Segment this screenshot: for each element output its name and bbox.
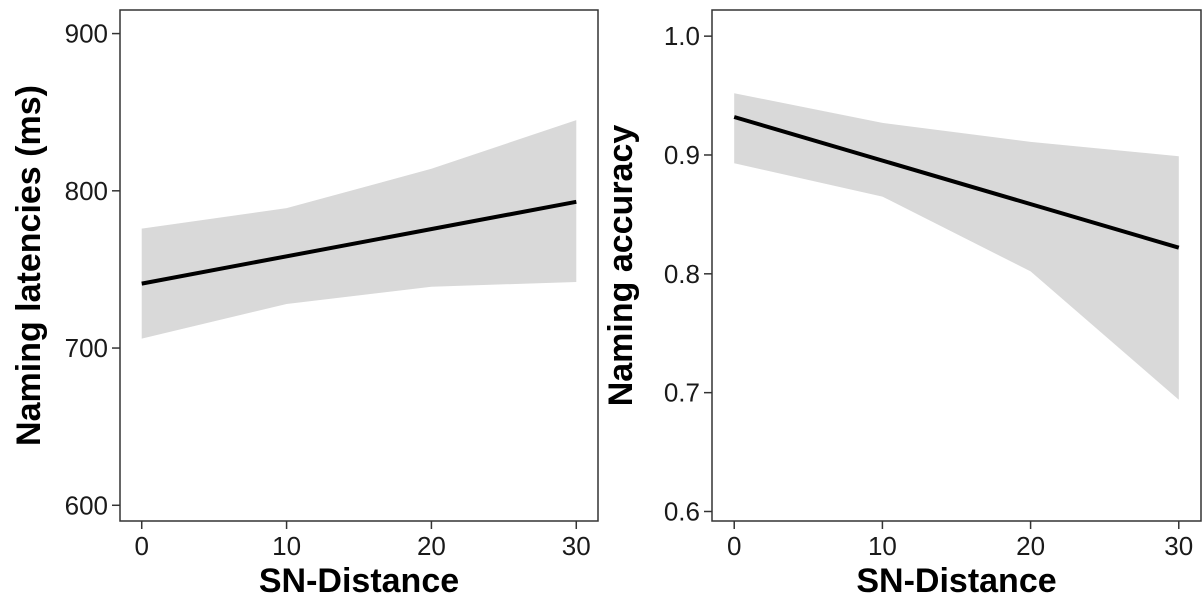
x-axis-title: SN-Distance [856,562,1056,600]
y-axis-title: Naming accuracy [602,125,640,407]
y-tick-label: 900 [65,19,108,49]
x-tick-label: 10 [272,531,301,561]
y-tick-label: 0.6 [664,496,700,526]
x-tick-label: 0 [134,531,148,561]
x-axis-title: SN-Distance [259,562,459,600]
y-tick-label: 0.8 [664,259,700,289]
regression-line [733,115,1180,250]
y-tick-label: 700 [65,333,108,363]
panel-accuracy: 0.6 0.7 0.8 0.9 1.0 0 10 20 30 SN-Distance Naming … [602,9,1202,600]
y-axis-title: Naming latencies (ms) [10,85,48,446]
x-tick-label: 20 [1016,531,1045,561]
confidence-band [141,120,577,339]
y-tick-label: 600 [65,490,108,520]
x-tick-label: 30 [1164,531,1193,561]
x-tick-label: 10 [868,531,897,561]
y-tick-label: 0.7 [664,378,700,408]
y-tick-label: 1.0 [664,21,700,51]
regression-line [141,199,577,286]
plot-frame [119,9,599,522]
plot-frame [711,9,1202,522]
x-tick-label: 20 [417,531,446,561]
y-tick-label: 800 [65,176,108,206]
x-tick-label: 30 [562,531,591,561]
y-tick-label: 0.9 [664,140,700,170]
x-tick-label: 0 [727,531,741,561]
confidence-band [734,93,1179,400]
panel-latency: 600 700 800 900 0 10 20 30 SN-Distance Naming lat… [10,9,599,600]
